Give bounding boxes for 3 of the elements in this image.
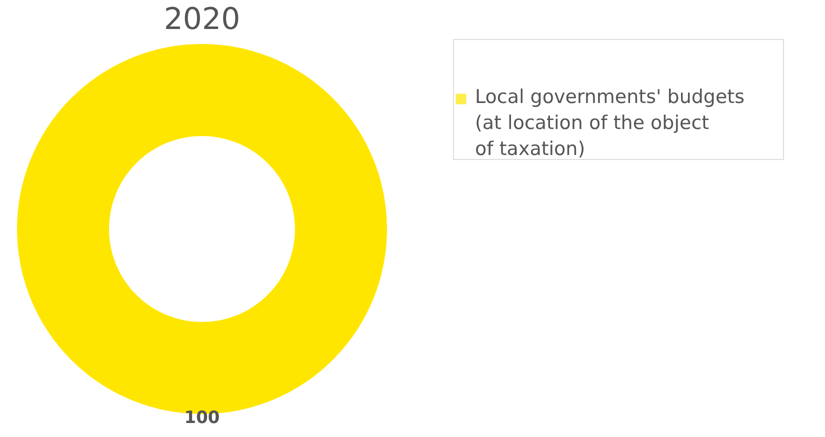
data-label: 100 [184,408,220,428]
legend-label: Local governments' budgets (at location of the object of taxation) [475,86,745,160]
chart-title: 2020 [164,2,240,37]
